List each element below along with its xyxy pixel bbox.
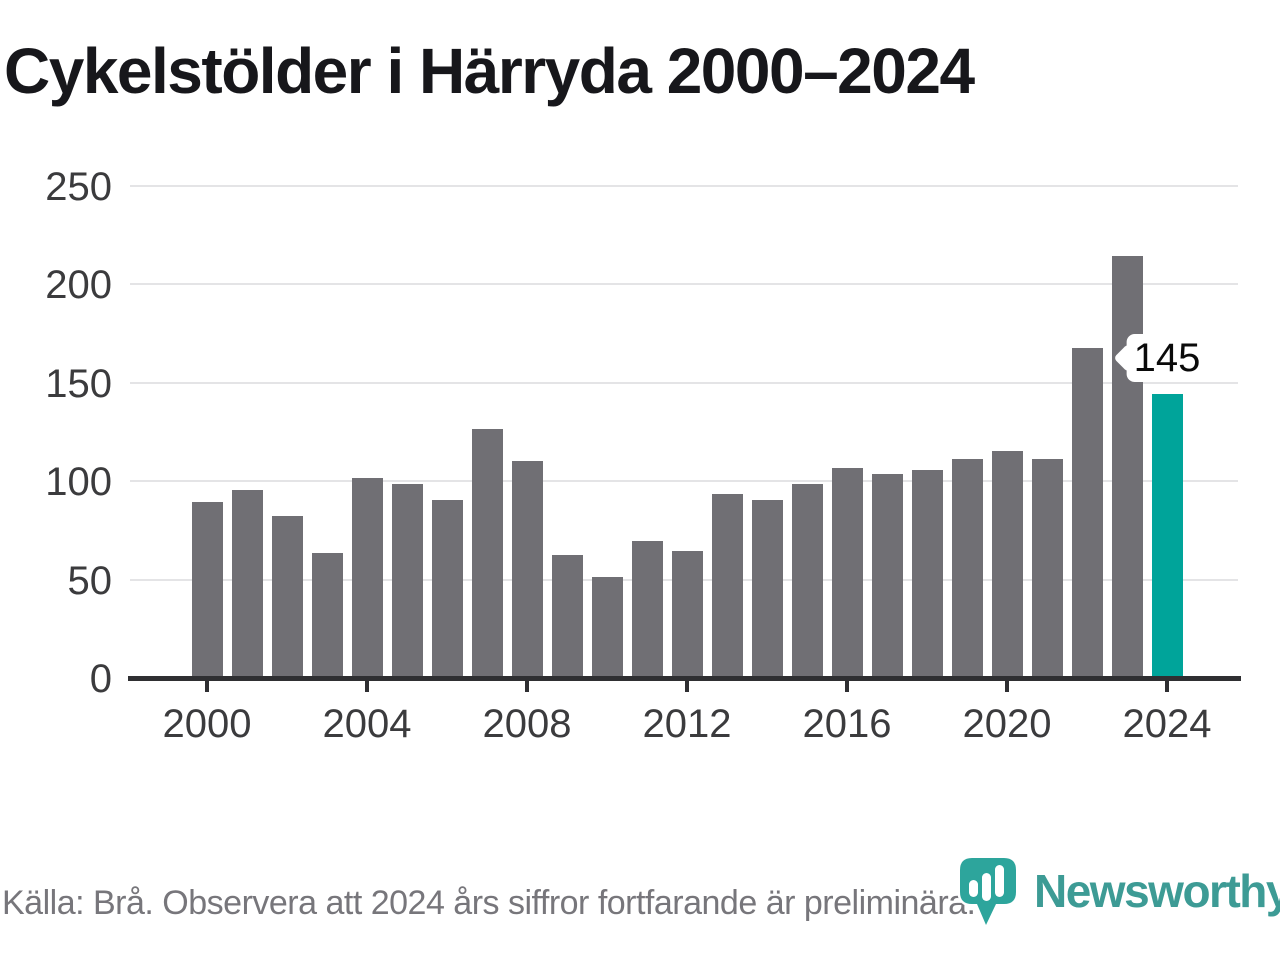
y-tick-label-0: 0: [89, 657, 112, 701]
bar-2024: [1151, 393, 1183, 679]
bar-2008: [511, 460, 543, 679]
y-tick-label-150: 150: [45, 361, 112, 406]
gridline-150: [130, 381, 1238, 384]
y-tick-label-50: 50: [67, 558, 113, 603]
bar-2023: [1111, 255, 1143, 679]
bar-2011: [631, 541, 663, 679]
bar-2020: [991, 450, 1023, 679]
gridline-200: [130, 283, 1238, 286]
x-tick-2020: [1005, 681, 1009, 692]
bar-2007: [471, 429, 503, 679]
y-tick-label-200: 200: [45, 263, 112, 308]
x-tick-label-2020: 2020: [962, 702, 1052, 746]
x-tick-2024: [1165, 681, 1169, 692]
x-tick-2000: [205, 681, 209, 692]
x-tick-label-2016: 2016: [802, 702, 892, 746]
bar-2010: [591, 576, 623, 679]
bar-2014: [751, 499, 783, 679]
bar-2006: [431, 499, 463, 679]
y-tick-label-250: 250: [45, 165, 112, 209]
value-callout: 145: [1113, 334, 1208, 382]
bar-2005: [391, 484, 423, 679]
bar-2013: [711, 494, 743, 679]
bar-2021: [1031, 458, 1063, 679]
y-tick-label-100: 100: [45, 460, 112, 505]
gridline-250: [130, 185, 1238, 187]
bar-2009: [551, 555, 583, 679]
callout-value: 145: [1133, 336, 1201, 380]
newsworthy-pin-bar-chart-icon: [957, 855, 1019, 928]
x-tick-label-2004: 2004: [322, 702, 412, 746]
x-tick-label-2000: 2000: [162, 702, 252, 746]
x-tick-2004: [365, 681, 369, 692]
source-note: Källa: Brå. Observera att 2024 års siffr…: [2, 884, 976, 922]
bar-2018: [911, 470, 943, 679]
bar-2015: [791, 484, 823, 679]
x-axis-line: [128, 676, 1241, 681]
newsworthy-logo: Newsworthy: [956, 854, 1280, 928]
gridline-100: [130, 480, 1238, 483]
x-tick-label-2008: 2008: [482, 702, 572, 746]
bar-2001: [231, 490, 263, 679]
bar-2003: [311, 553, 343, 679]
bar-2019: [951, 458, 983, 679]
chart-title: Cykelstölder i Härryda 2000–2024: [4, 35, 975, 107]
bar-2022: [1071, 348, 1103, 679]
x-tick-2016: [845, 681, 849, 692]
x-tick-2008: [525, 681, 529, 692]
bar-2016: [831, 468, 863, 679]
bar-2000: [191, 501, 223, 679]
bar-2002: [271, 515, 303, 679]
bar-2012: [671, 551, 703, 679]
bar-2017: [871, 474, 903, 679]
bar-2004: [351, 478, 383, 679]
x-tick-2012: [685, 681, 689, 692]
x-tick-label-2024: 2024: [1122, 702, 1212, 746]
newsworthy-logo-text: Newsworthy: [1034, 865, 1280, 917]
x-tick-label-2012: 2012: [642, 702, 732, 746]
